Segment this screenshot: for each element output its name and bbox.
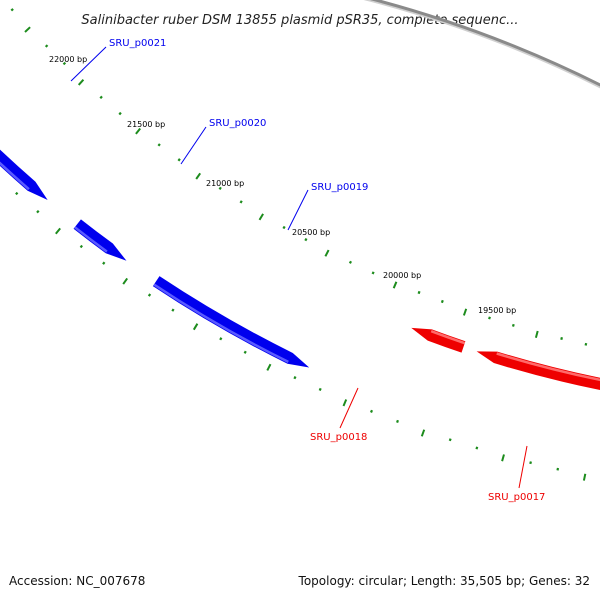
gene-arrow-highlight	[0, 161, 30, 191]
inner-tick-ring	[15, 191, 587, 481]
outer-minor-tick	[584, 342, 588, 346]
tick-label-22000: 22000 bp	[49, 55, 87, 64]
gene-arrows	[0, 46, 600, 404]
inner-major-tick	[122, 277, 129, 285]
inner-major-tick	[192, 323, 199, 331]
outer-minor-tick	[10, 8, 14, 12]
gene-arrow-highlight	[153, 283, 289, 364]
outer-minor-tick	[560, 337, 563, 341]
gene-arrow-highlight	[74, 226, 108, 253]
gene-leader-line	[339, 387, 359, 429]
inner-minor-tick	[396, 419, 399, 423]
outer-major-tick	[24, 26, 31, 33]
outer-minor-tick	[440, 299, 444, 304]
outer-minor-tick	[511, 323, 515, 327]
inner-major-tick	[266, 363, 272, 371]
outer-minor-tick	[304, 237, 308, 242]
inner-minor-tick	[448, 438, 452, 442]
gene-leader-line	[287, 189, 309, 231]
outer-minor-tick	[218, 186, 222, 191]
outer-minor-tick	[44, 44, 49, 48]
outer-tick-ring	[10, 8, 588, 346]
outer-minor-tick	[348, 260, 352, 264]
tick-label-19500: 19500 bp	[478, 306, 516, 315]
outer-major-tick	[462, 308, 468, 316]
gene-label-sru_p0020[interactable]: SRU_p0020	[209, 118, 266, 129]
inner-minor-tick	[147, 293, 152, 297]
tick-label-20000: 20000 bp	[383, 271, 421, 280]
outer-minor-tick	[239, 200, 243, 204]
outer-minor-tick	[62, 61, 67, 66]
inner-minor-tick	[318, 387, 322, 392]
gene-arrow-sru_p0019[interactable]	[152, 276, 310, 368]
inner-minor-tick	[36, 209, 40, 214]
outer-major-tick	[258, 213, 264, 221]
plasmid-backbone	[369, 0, 600, 87]
accession-text: Accession: NC_007678	[9, 574, 146, 588]
inner-minor-tick	[475, 446, 479, 450]
inner-minor-tick	[529, 461, 532, 465]
map-title: Salinibacter ruber DSM 13855 plasmid pSR…	[81, 13, 518, 28]
inner-minor-tick	[219, 337, 223, 341]
gene-arrow-highlight	[496, 352, 600, 382]
outer-minor-tick	[118, 111, 122, 116]
outer-major-tick	[324, 249, 330, 257]
gene-labels: SRU_p0021 SRU_p0020 SRU_p0019 SRU_p0018 SRU_…	[70, 38, 545, 503]
tick-label-21500: 21500 bp	[127, 120, 165, 129]
topology-text: Topology: circular; Length: 35,505 bp; G…	[298, 574, 590, 588]
gene-label-sru_p0021[interactable]: SRU_p0021	[109, 38, 166, 49]
inner-major-tick	[582, 473, 587, 481]
inner-major-tick	[420, 429, 426, 437]
inner-minor-tick	[15, 191, 19, 196]
outer-minor-tick	[488, 316, 491, 320]
inner-major-tick	[501, 454, 505, 462]
outer-minor-tick	[417, 290, 421, 295]
outer-major-tick	[195, 172, 202, 180]
outer-major-tick	[77, 79, 85, 86]
gene-arrow-sru_p0018[interactable]	[411, 327, 466, 353]
gene-label-sru_p0017[interactable]: SRU_p0017	[488, 492, 545, 503]
inner-minor-tick	[79, 244, 83, 249]
outer-major-tick	[392, 281, 398, 289]
gene-leader-line	[70, 46, 107, 82]
gene-leader-line	[180, 126, 207, 165]
inner-minor-tick	[556, 467, 560, 471]
gene-arrow-sru_p0017[interactable]	[476, 351, 600, 404]
inner-minor-tick	[293, 376, 297, 380]
gene-arrow-sru_p0020[interactable]	[73, 219, 127, 261]
outer-minor-tick	[371, 271, 375, 275]
outer-minor-tick	[99, 95, 103, 100]
inner-major-tick	[342, 399, 348, 407]
inner-minor-tick	[369, 409, 374, 413]
gene-arrow-highlight	[430, 330, 466, 345]
gene-label-sru_p0018[interactable]: SRU_p0018	[310, 432, 367, 443]
backbone-shadow	[363, 0, 600, 89]
gene-arrow-sru_p0021[interactable]	[0, 46, 48, 200]
outer-major-tick	[135, 127, 141, 135]
inner-major-tick	[55, 227, 61, 235]
inner-minor-tick	[171, 308, 175, 312]
outer-minor-tick	[282, 225, 286, 230]
outer-minor-tick	[177, 158, 181, 162]
inner-minor-tick	[243, 350, 247, 354]
gene-leader-line	[518, 445, 528, 489]
inner-minor-tick	[102, 261, 106, 265]
tick-label-20500: 20500 bp	[292, 228, 330, 237]
outer-major-tick	[534, 330, 539, 339]
outer-minor-tick	[157, 143, 161, 147]
tick-label-21000: 21000 bp	[206, 179, 244, 188]
gene-label-sru_p0019[interactable]: SRU_p0019	[311, 182, 368, 193]
